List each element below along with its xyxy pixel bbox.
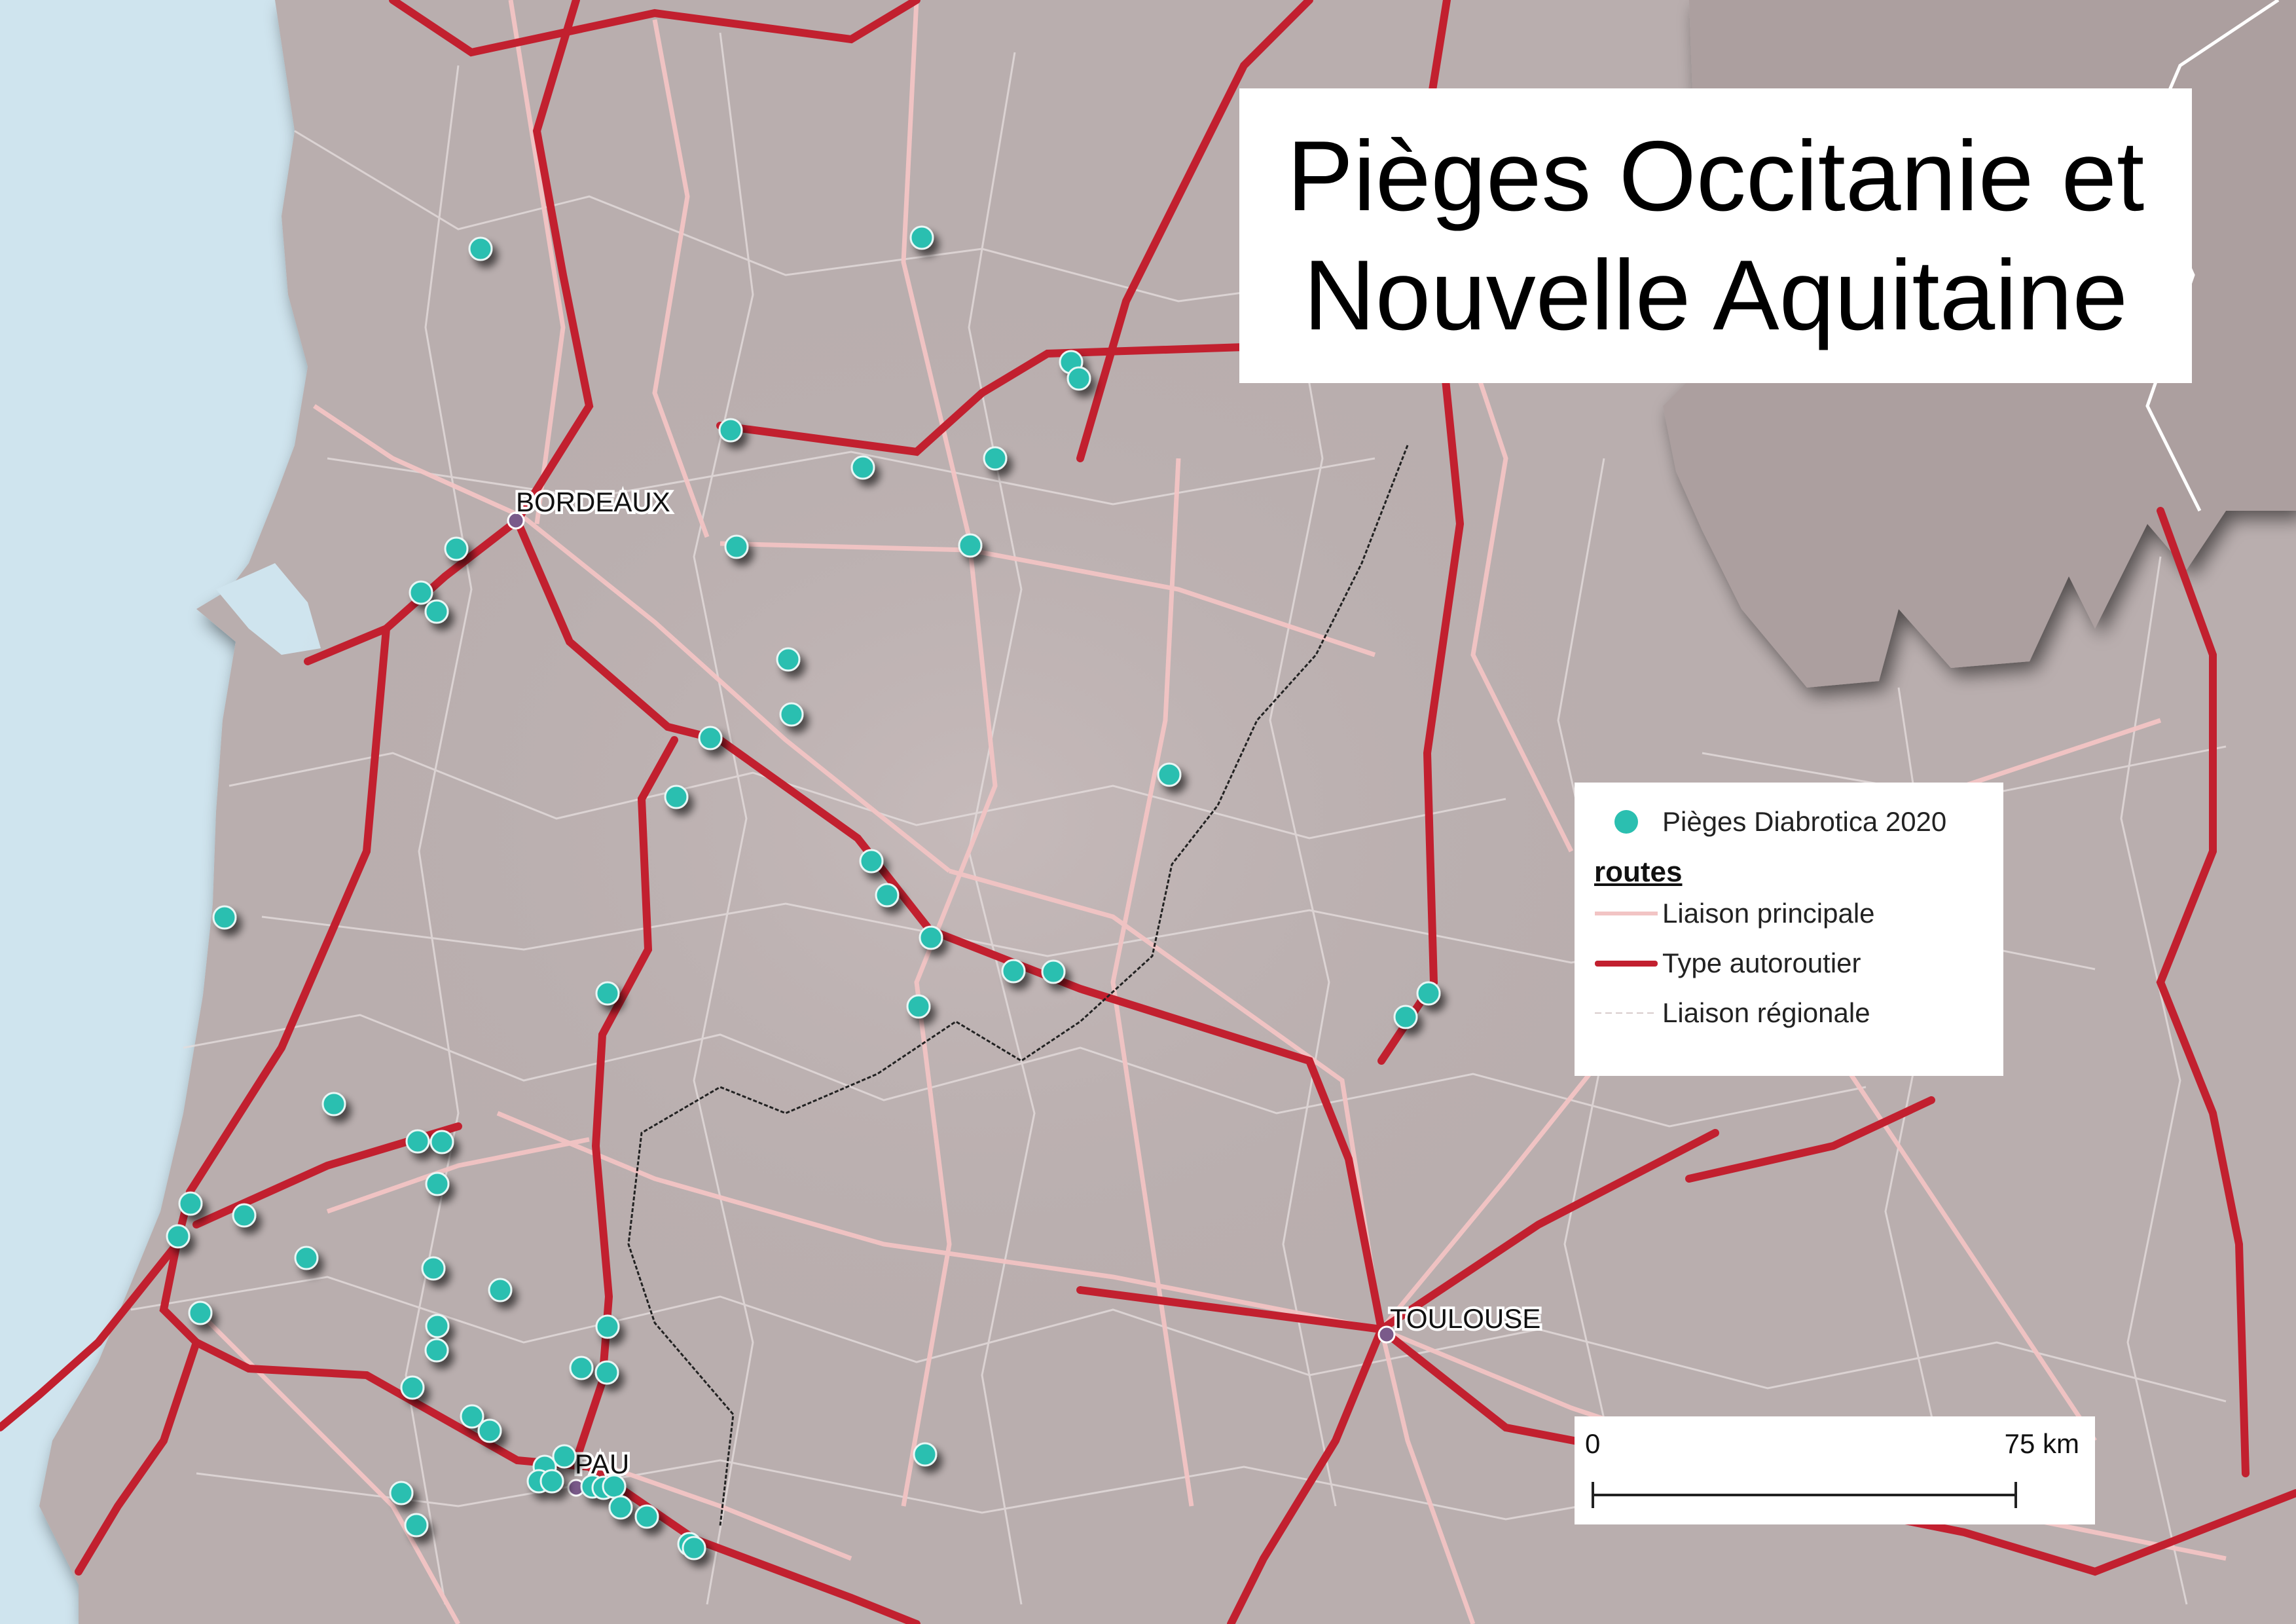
trap-point[interactable] bbox=[424, 1338, 449, 1363]
trap-point[interactable] bbox=[608, 1495, 633, 1520]
trap-point[interactable] bbox=[595, 1314, 620, 1339]
trap-point[interactable] bbox=[232, 1203, 257, 1228]
trap-point[interactable] bbox=[724, 534, 749, 559]
trap-point[interactable] bbox=[1001, 959, 1026, 984]
trap-point[interactable] bbox=[595, 981, 620, 1006]
trap-point[interactable] bbox=[983, 446, 1008, 471]
trap-point[interactable] bbox=[321, 1092, 346, 1116]
trap-point[interactable] bbox=[389, 1481, 414, 1505]
city-label-bordeaux: BORDEAUX bbox=[516, 487, 670, 517]
trap-point[interactable] bbox=[1393, 1005, 1418, 1029]
map-title-box: Pièges Occitanie et Nouvelle Aquitaine bbox=[1239, 88, 2192, 383]
trap-point[interactable] bbox=[468, 236, 493, 261]
regional-road-line-icon bbox=[1595, 1012, 1658, 1014]
city-label-toulouse: TOULOUSE bbox=[1390, 1303, 1540, 1334]
trap-point[interactable] bbox=[166, 1224, 191, 1249]
trap-point[interactable] bbox=[850, 455, 875, 480]
trap-point[interactable] bbox=[664, 784, 689, 809]
map-title-line-1: Pièges Occitanie et bbox=[1286, 120, 2145, 232]
legend-item-motorway: Type autoroutier bbox=[1590, 938, 1988, 988]
trap-point[interactable] bbox=[460, 1404, 484, 1429]
legend: Pièges Diabrotica 2020 routes Liaison pr… bbox=[1575, 783, 2003, 1076]
trap-point[interactable] bbox=[400, 1375, 425, 1400]
trap-point[interactable] bbox=[906, 994, 931, 1019]
motorway-line-icon bbox=[1595, 960, 1658, 967]
trap-point[interactable] bbox=[634, 1504, 659, 1529]
trap-points bbox=[166, 225, 1441, 1560]
city-toulouse: TOULOUSE bbox=[1377, 1301, 1543, 1344]
city-marker-bordeaux bbox=[507, 511, 525, 530]
trap-point[interactable] bbox=[1041, 959, 1066, 984]
city-marker-toulouse bbox=[1377, 1325, 1396, 1344]
trap-point[interactable] bbox=[875, 883, 900, 908]
legend-item-main-road: Liaison principale bbox=[1590, 889, 1988, 938]
trap-point[interactable] bbox=[602, 1474, 627, 1499]
city-label-pau: PAU bbox=[575, 1449, 629, 1479]
legend-regional-road-symbol bbox=[1590, 1012, 1662, 1014]
trap-point[interactable] bbox=[212, 905, 237, 930]
trap-point[interactable] bbox=[958, 533, 983, 558]
scale-bar-line bbox=[1592, 1494, 2017, 1496]
scale-max-label: 75 km bbox=[2004, 1428, 2079, 1459]
trap-point[interactable] bbox=[405, 1129, 430, 1154]
trap-point[interactable] bbox=[1416, 981, 1441, 1006]
legend-main-road-label: Liaison principale bbox=[1662, 898, 1875, 929]
gironde-estuary bbox=[216, 563, 321, 655]
trap-point[interactable] bbox=[779, 702, 804, 727]
legend-regional-road-label: Liaison régionale bbox=[1662, 997, 1870, 1028]
trap-point[interactable] bbox=[429, 1130, 454, 1154]
trap-point[interactable] bbox=[421, 1256, 446, 1281]
legend-motorway-label: Type autoroutier bbox=[1662, 948, 1861, 978]
trap-dot-icon bbox=[1614, 810, 1638, 834]
trap-point[interactable] bbox=[477, 1418, 502, 1443]
trap-point[interactable] bbox=[718, 418, 743, 443]
trap-point[interactable] bbox=[444, 536, 469, 561]
scale-tick-left bbox=[1592, 1482, 1594, 1508]
trap-point[interactable] bbox=[178, 1191, 203, 1216]
main-road-line-icon bbox=[1595, 912, 1658, 915]
trap-point[interactable] bbox=[404, 1513, 429, 1538]
trap-point[interactable] bbox=[569, 1356, 594, 1380]
trap-point[interactable] bbox=[188, 1301, 213, 1325]
trap-point[interactable] bbox=[552, 1444, 577, 1469]
trap-point[interactable] bbox=[859, 849, 884, 874]
scale-zero-label: 0 bbox=[1585, 1428, 1601, 1459]
legend-item-regional-road: Liaison régionale bbox=[1590, 988, 1988, 1038]
trap-point[interactable] bbox=[913, 1442, 938, 1467]
department-boundary bbox=[627, 445, 1409, 1526]
trap-point[interactable] bbox=[682, 1536, 706, 1560]
trap-point[interactable] bbox=[409, 580, 433, 605]
trap-point[interactable] bbox=[698, 726, 723, 750]
legend-item-traps: Pièges Diabrotica 2020 bbox=[1590, 797, 1988, 847]
main-roads bbox=[194, 0, 2227, 1624]
trap-point[interactable] bbox=[294, 1246, 319, 1270]
trap-point[interactable] bbox=[425, 1314, 450, 1338]
trap-point[interactable] bbox=[909, 225, 934, 250]
trap-point[interactable] bbox=[1157, 762, 1182, 787]
trap-point[interactable] bbox=[919, 925, 943, 950]
trap-point[interactable] bbox=[425, 1172, 450, 1196]
scale-tick-right bbox=[2014, 1482, 2017, 1508]
trap-point[interactable] bbox=[1066, 366, 1091, 391]
legend-main-road-symbol bbox=[1590, 912, 1662, 915]
city-bordeaux: BORDEAUX bbox=[507, 484, 673, 530]
legend-motorway-symbol bbox=[1590, 960, 1662, 967]
legend-trap-symbol bbox=[1590, 810, 1662, 834]
trap-point[interactable] bbox=[594, 1360, 619, 1385]
trap-point[interactable] bbox=[424, 599, 449, 624]
map-title-line-2: Nouvelle Aquitaine bbox=[1303, 240, 2128, 351]
legend-trap-label: Pièges Diabrotica 2020 bbox=[1662, 806, 1947, 837]
scale-bar: 0 75 km bbox=[1575, 1416, 2095, 1524]
legend-roads-heading: routes bbox=[1594, 856, 1683, 888]
trap-point[interactable] bbox=[539, 1469, 564, 1494]
trap-point[interactable] bbox=[488, 1278, 513, 1302]
trap-point[interactable] bbox=[776, 647, 801, 672]
